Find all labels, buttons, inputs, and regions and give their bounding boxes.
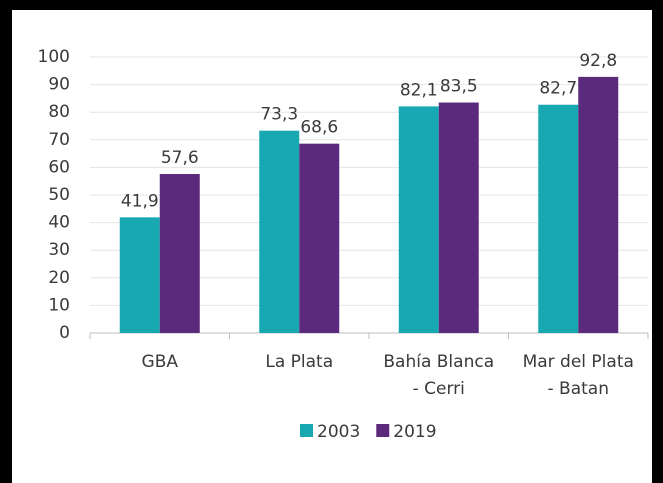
y-tick-label: 70	[48, 130, 70, 150]
bar	[299, 143, 340, 333]
data-label: 57,6	[161, 148, 199, 168]
legend-label: 2019	[393, 422, 436, 442]
y-tick-label: 100	[38, 47, 70, 67]
data-label: 83,5	[440, 77, 478, 97]
x-tick-label: Mar del Plata - Batan	[523, 352, 634, 399]
data-label: 82,1	[400, 80, 438, 100]
y-tick-label: 10	[48, 295, 70, 315]
y-tick-label: 0	[59, 323, 70, 343]
x-tick-label: Bahía Blanca - Cerri	[383, 352, 494, 399]
legend-swatch	[300, 424, 313, 437]
legend-label: 2003	[317, 422, 360, 442]
data-label: 92,8	[579, 51, 617, 71]
data-label: 68,6	[300, 118, 338, 138]
y-tick-label: 90	[48, 75, 70, 95]
data-label: 82,7	[539, 79, 577, 99]
bar	[259, 130, 300, 333]
x-tick-label: GBA	[142, 352, 179, 372]
bar	[119, 217, 160, 333]
bar	[159, 174, 200, 333]
y-tick-label: 30	[48, 240, 70, 260]
legend-swatch	[376, 424, 390, 437]
y-tick-label: 20	[48, 268, 70, 288]
y-tick-label: 60	[48, 157, 70, 177]
bar	[398, 106, 439, 334]
bar	[578, 76, 619, 333]
y-tick-label: 40	[48, 213, 70, 233]
bar	[538, 104, 579, 333]
data-label: 41,9	[121, 191, 159, 211]
bar	[438, 102, 479, 333]
y-tick-label: 80	[48, 102, 70, 122]
y-tick-label: 50	[48, 185, 70, 205]
x-tick-label: La Plata	[265, 352, 333, 372]
data-label: 73,3	[260, 105, 298, 125]
